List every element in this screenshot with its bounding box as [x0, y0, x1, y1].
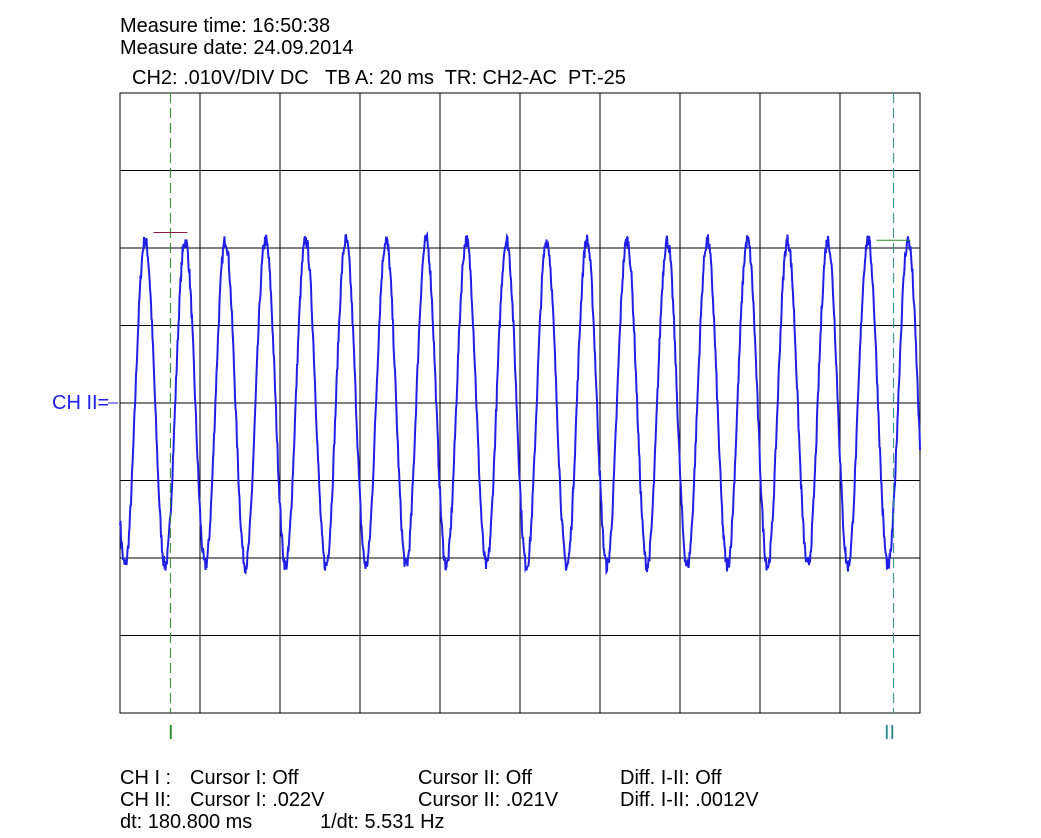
inv-dt-readout: 1/dt: 5.531 Hz [320, 811, 445, 833]
ch1-cursor2: Cursor II: Off [418, 767, 532, 789]
ch2-cursor1: Cursor I: .022V [190, 789, 325, 811]
ch1-name: CH I : [120, 767, 171, 789]
ch2-name: CH II: [120, 789, 171, 811]
dt-readout: dt: 180.800 ms [120, 811, 252, 833]
ch2-diff: Diff. I-II: .0012V [620, 789, 759, 811]
ch2-cursor2: Cursor II: .021V [418, 789, 558, 811]
ch1-cursor1: Cursor I: Off [190, 767, 299, 789]
ch1-diff: Diff. I-II: Off [620, 767, 722, 789]
